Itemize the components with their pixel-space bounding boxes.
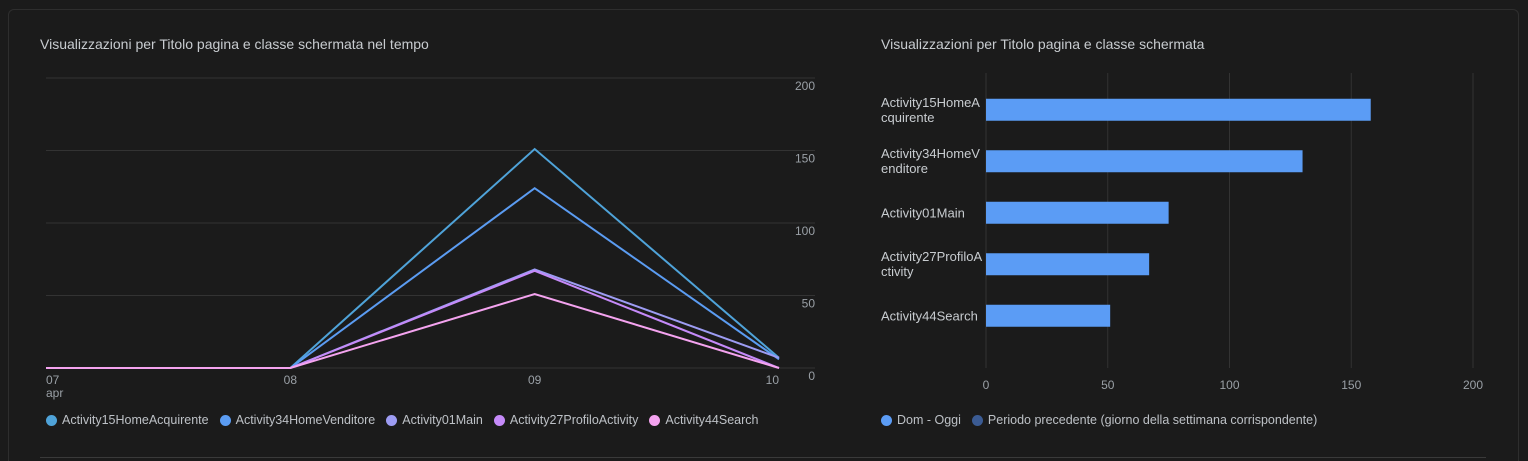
legend-item: Activity15HomeAcquirente	[46, 413, 209, 427]
line-series	[46, 269, 780, 369]
y-tick-label: Activity15HomeAcquirente	[881, 94, 980, 125]
legend-swatch	[649, 414, 661, 426]
chart-title: Visualizzazioni per Titolo pagina e clas…	[40, 36, 429, 52]
bar	[986, 98, 1371, 121]
legend-item: Activity44Search	[649, 413, 758, 427]
bar	[986, 150, 1303, 173]
card	[8, 9, 1519, 461]
line-series	[46, 186, 780, 369]
legend: Activity15HomeAcquirente Activity34HomeVe…	[46, 413, 758, 427]
y-tick-label: 50	[802, 297, 816, 311]
legend: Dom - Oggi Periodo precedente (giorno del…	[881, 413, 1317, 427]
legend-label: Dom - Oggi	[897, 413, 961, 427]
legend-swatch	[881, 414, 892, 426]
legend-swatch	[46, 414, 57, 426]
x-period-label: apr	[46, 386, 63, 400]
y-tick-label: 100	[795, 224, 815, 238]
y-tick-label: Activity01Main	[881, 205, 965, 221]
legend-label: Activity27ProfiloActivity	[509, 413, 639, 427]
x-tick-label: 50	[1101, 378, 1115, 392]
legend-swatch	[971, 414, 983, 426]
x-tick-label: 09	[528, 373, 542, 387]
chart-title: Visualizzazioni per Titolo pagina e clas…	[881, 36, 1205, 52]
legend-swatch	[386, 414, 398, 426]
y-tick-label: 0	[808, 369, 815, 383]
x-tick-label: 08	[284, 373, 298, 387]
divider	[40, 457, 1486, 458]
legend-swatch	[493, 414, 505, 426]
x-tick-label: 07	[46, 373, 60, 387]
legend-label: Activity01Main	[402, 413, 483, 427]
x-tick-label: 150	[1341, 378, 1361, 392]
line-series	[46, 293, 780, 369]
legend-label: Activity15HomeAcquirente	[62, 413, 209, 427]
bar	[986, 201, 1169, 224]
legend-label: Activity34HomeVenditore	[235, 413, 376, 427]
y-tick-label: Activity44Search	[881, 308, 978, 324]
legend-swatch	[219, 414, 231, 426]
bar	[986, 304, 1111, 327]
legend-label: Periodo precedente (giorno della settima…	[987, 413, 1318, 427]
x-tick-label: 10	[766, 373, 780, 387]
y-tick-label: 200	[795, 79, 815, 93]
x-tick-label: 200	[1463, 378, 1483, 392]
x-tick-label: 0	[983, 378, 990, 392]
legend-label: Activity44Search	[665, 413, 759, 427]
legend-item: Activity01Main	[386, 413, 483, 427]
legend-item: Activity27ProfiloActivity	[493, 413, 639, 427]
x-tick-label: 100	[1219, 378, 1239, 392]
legend-item: Periodo precedente (giorno della settima…	[971, 413, 1318, 427]
legend-item: Dom - Oggi	[881, 413, 961, 427]
y-tick-label: Activity27ProfiloActivity	[881, 249, 983, 280]
y-tick-label: Activity34HomeVenditore	[881, 146, 980, 177]
y-tick-label: 150	[795, 152, 815, 166]
legend-item: Activity34HomeVenditore	[219, 413, 376, 427]
bar	[986, 253, 1150, 276]
